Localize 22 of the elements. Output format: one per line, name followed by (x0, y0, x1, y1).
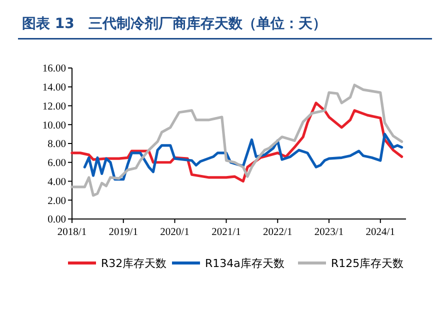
y-tick-label: 14.00 (42, 82, 66, 94)
legend-label: R134a库存天数 (205, 257, 284, 270)
y-tick-label: 6.00 (48, 158, 66, 170)
y-tick-label: 2.00 (48, 196, 66, 207)
y-tick-label: 12.00 (42, 101, 66, 112)
x-tick-label: 2018/1 (57, 227, 87, 238)
y-tick-label: 0.00 (48, 214, 66, 226)
line-series (70, 84, 404, 197)
chart-title: 图表 13 三代制冷剂厂商库存天数（单位：天） (22, 15, 326, 32)
x-tick-label: 2022/1 (263, 227, 292, 238)
y-tick-label: 16.00 (42, 64, 66, 75)
y-tick-label: 10.00 (42, 120, 66, 132)
x-tick-label: 2020/1 (160, 227, 190, 238)
y-tick-label: 8.00 (48, 139, 66, 150)
x-tick-label: 2021/1 (212, 227, 241, 238)
y-tick-label: 4.00 (48, 176, 66, 188)
line-series (83, 132, 404, 181)
x-tick-label: 2019/1 (108, 227, 138, 238)
legend-label: R32库存天数 (101, 257, 167, 270)
x-tick-label: 2023/1 (314, 227, 344, 238)
x-tick-label: 2024/1 (366, 227, 395, 238)
legend-label: R125库存天数 (331, 257, 404, 270)
